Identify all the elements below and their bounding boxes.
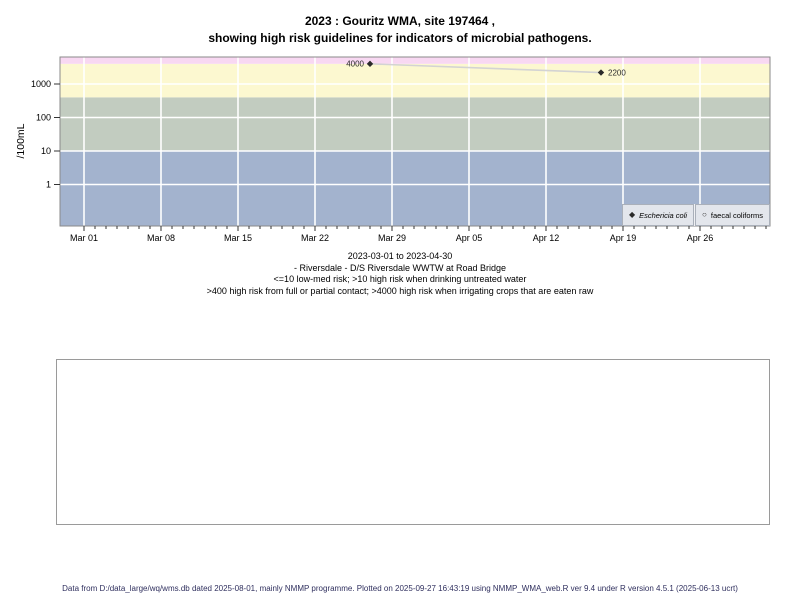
chart-caption: 2023-03-01 to 2023-04-30 - Riversdale - … bbox=[0, 251, 800, 297]
x-tick-label-7: Apr 19 bbox=[610, 233, 637, 243]
data-point-diamond-0 bbox=[366, 60, 374, 68]
x-tick-label-1: Mar 08 bbox=[147, 233, 175, 243]
footer-provenance: Data from D:/data_large/wq/wms.db dated … bbox=[62, 584, 738, 593]
plot-legend: ◆ Eschericia coli ○ faecal coliforms bbox=[621, 204, 770, 226]
series-line-ecoli bbox=[369, 63, 602, 74]
y-tick-label-10: 10 bbox=[41, 146, 51, 156]
risk-band-2 bbox=[60, 63, 770, 98]
risk-band-1 bbox=[60, 97, 770, 151]
filled-diamond-icon: ◆ bbox=[628, 210, 636, 219]
legend-item-ecoli: ◆ Eschericia coli bbox=[621, 204, 695, 226]
caption-risk-line2: >400 high risk from full or partial cont… bbox=[206, 285, 594, 296]
open-circle-icon: ○ bbox=[702, 210, 707, 219]
chart-title-line2: showing high risk guidelines for indicat… bbox=[208, 31, 592, 45]
legend-label-faecal-coliforms: faecal coliforms bbox=[710, 210, 763, 220]
plot-border bbox=[59, 56, 771, 227]
x-tick-label-3: Mar 22 bbox=[301, 233, 329, 243]
x-tick-label-2: Mar 15 bbox=[224, 233, 252, 243]
empty-panel bbox=[56, 359, 770, 525]
y-axis-label: /100mL bbox=[15, 123, 27, 158]
x-tick-label-8: Apr 26 bbox=[687, 233, 714, 243]
legend-item-faecal-coliforms: ○ faecal coliforms bbox=[695, 204, 770, 226]
caption-risk-line1: <=10 low-med risk; >10 high risk when dr… bbox=[273, 274, 527, 284]
data-point-label-0: 4000 bbox=[346, 60, 364, 69]
chart-title: 2023 : Gouritz WMA, site 197464 , showin… bbox=[0, 13, 800, 47]
y-tick-label-100: 100 bbox=[36, 113, 51, 123]
data-point-label-1: 2200 bbox=[608, 68, 626, 77]
caption-date-range: 2023-03-01 to 2023-04-30 bbox=[347, 251, 453, 261]
x-tick-label-0: Mar 01 bbox=[70, 233, 98, 243]
y-tick-label-1: 1 bbox=[46, 180, 51, 190]
caption-site-description: - Riversdale - D/S Riversdale WWTW at Ro… bbox=[293, 262, 507, 273]
legend-label-ecoli: Eschericia coli bbox=[639, 210, 688, 220]
x-tick-label-6: Apr 12 bbox=[533, 233, 560, 243]
y-tick-label-1000: 1000 bbox=[31, 79, 51, 89]
chart-title-line1: 2023 : Gouritz WMA, site 197464 , bbox=[304, 14, 496, 28]
risk-band-3 bbox=[60, 57, 770, 64]
data-point-diamond-1 bbox=[597, 69, 605, 76]
x-tick-label-5: Apr 05 bbox=[456, 233, 483, 243]
x-tick-label-4: Mar 29 bbox=[378, 233, 406, 243]
